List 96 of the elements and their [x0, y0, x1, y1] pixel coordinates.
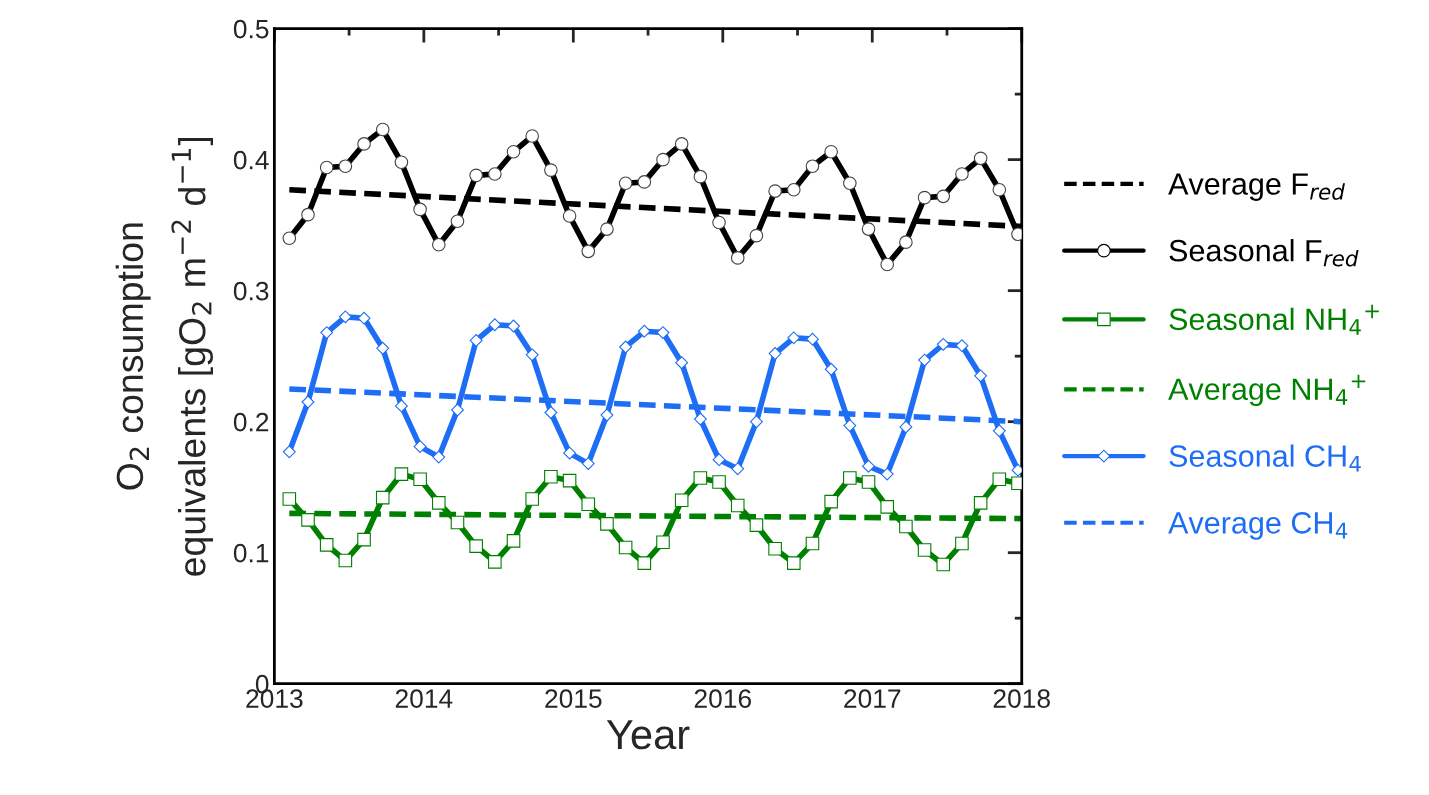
point [301, 395, 315, 409]
point [451, 403, 464, 417]
point [843, 419, 857, 433]
point [282, 445, 296, 459]
y-tick-label: 0.2 [233, 412, 269, 432]
point [282, 492, 297, 506]
text: O$_{2}$ consumption equivalents [gO$_{2}$ m$^{−2}$ d$^{−1}$] [115, 137, 213, 576]
legend-label: Average F$_{red}$ [1168, 173, 1345, 201]
point [974, 369, 988, 383]
y-tick-label: 0.1 [233, 543, 269, 563]
point [376, 341, 390, 355]
point [749, 518, 764, 532]
point [301, 513, 315, 527]
point [375, 490, 390, 505]
point [693, 412, 707, 426]
point [488, 555, 502, 569]
x-axis-title: Year [606, 720, 690, 750]
point [955, 536, 969, 551]
y-tick-label: 0.4 [233, 150, 269, 170]
point [730, 498, 745, 513]
point [693, 471, 708, 485]
point [544, 469, 558, 484]
point [917, 543, 932, 557]
point [675, 356, 689, 370]
x-tick-label: 2015 [545, 689, 602, 708]
point [618, 540, 633, 555]
point [600, 408, 614, 422]
point [824, 362, 838, 376]
point [525, 492, 540, 506]
point [338, 553, 353, 568]
point [506, 534, 521, 548]
point [431, 496, 446, 510]
point [712, 475, 726, 489]
point [338, 310, 352, 324]
y-tick-label: 0.3 [233, 281, 269, 301]
point [806, 332, 819, 346]
point [656, 535, 670, 550]
legend-label: Average CH$_{4}$ [1168, 512, 1348, 540]
x-tick-label: 2018 [993, 689, 1050, 708]
point [992, 472, 1007, 487]
point [880, 467, 894, 481]
point [637, 324, 651, 338]
point [319, 538, 334, 552]
point [394, 467, 409, 481]
point [712, 453, 726, 467]
x-tick-label: 2017 [844, 689, 901, 708]
point [899, 519, 913, 534]
point [843, 471, 857, 485]
legend-label: Seasonal CH$_{4}$ [1169, 444, 1361, 472]
point [786, 556, 801, 570]
point [955, 339, 969, 353]
point [861, 475, 876, 489]
point [992, 424, 1006, 438]
point [880, 500, 895, 514]
point [507, 319, 520, 333]
point [450, 515, 465, 530]
point [544, 406, 558, 419]
point [413, 440, 427, 454]
point [918, 353, 932, 367]
point [469, 333, 483, 347]
point [656, 326, 670, 340]
point [581, 457, 595, 471]
point [936, 337, 950, 351]
point [563, 446, 577, 460]
point [320, 326, 334, 340]
point [357, 532, 371, 547]
point [619, 340, 633, 354]
point [637, 556, 652, 570]
point [749, 415, 763, 429]
point [394, 399, 408, 413]
point [357, 311, 371, 325]
point [562, 473, 577, 488]
point [488, 318, 502, 332]
point [469, 539, 483, 553]
point [899, 420, 913, 434]
point [768, 541, 782, 556]
legend-label: Seasonal NH$_{4}$$^{+}$ [1169, 304, 1379, 335]
point [413, 472, 427, 487]
point [768, 347, 782, 360]
point [805, 536, 820, 551]
x-tick-label: 2016 [694, 689, 751, 708]
point [936, 557, 951, 572]
y-tick-label: 0.5 [233, 19, 269, 39]
point [824, 494, 838, 509]
point [525, 348, 539, 362]
point [432, 450, 446, 464]
point [973, 496, 988, 510]
point [731, 462, 745, 476]
legend-label: Seasonal F$_{red}$ [1169, 239, 1359, 267]
point [787, 331, 801, 345]
point [581, 497, 596, 512]
legend-label: Average NH$_{4}$$^{+}$ [1168, 374, 1366, 407]
x-tick-label: 2014 [395, 689, 453, 708]
point [862, 459, 875, 473]
point [674, 493, 689, 508]
point [600, 517, 614, 531]
